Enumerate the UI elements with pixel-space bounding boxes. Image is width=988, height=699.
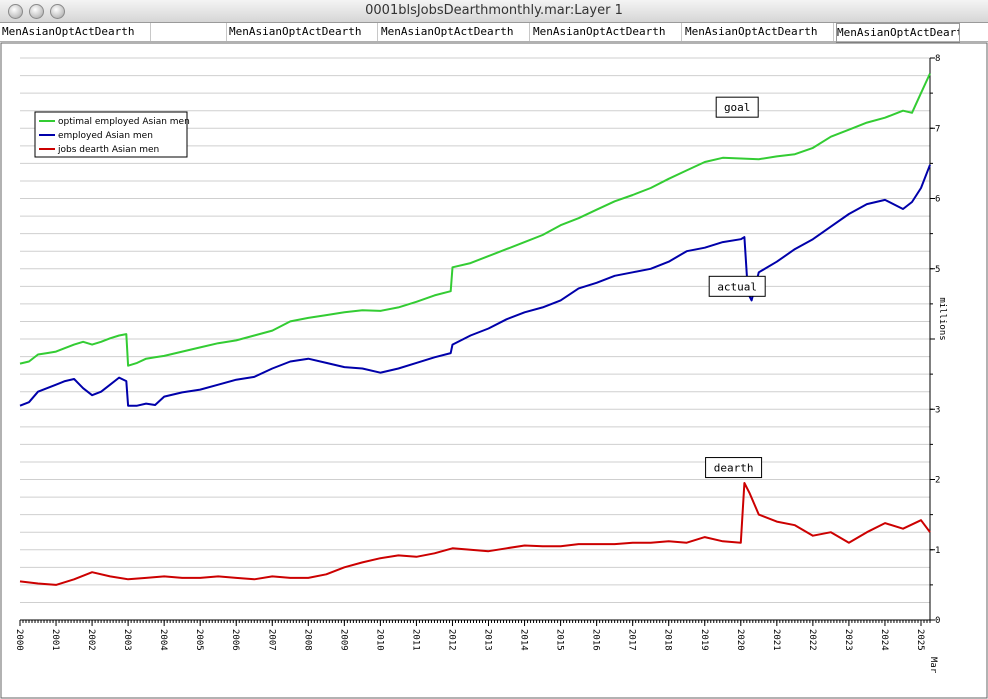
- series-tab-bar: MenAsianOptActDearth MenAsianOptActDeart…: [0, 23, 988, 43]
- series-tab-1[interactable]: MenAsianOptActDearth: [2, 23, 151, 41]
- y-axis: 0 1 2 3 5 6 7 8: [929, 54, 940, 626]
- x-tick-label: 2007: [266, 629, 276, 651]
- x-tick-label: 2011: [410, 629, 420, 651]
- legend: optimal employed Asian men employed Asian…: [34, 111, 190, 158]
- close-window-button[interactable]: [8, 4, 23, 19]
- legend-entry: optimal employed Asian men: [58, 117, 190, 127]
- x-tick-label: 2004: [158, 629, 168, 651]
- annotations: goal actual dearth: [705, 96, 766, 479]
- annotation-label: goal: [724, 101, 751, 114]
- series-tab-6[interactable]: MenAsianOptActDearth: [685, 23, 834, 41]
- series-tab-3[interactable]: MenAsianOptActDearth: [229, 23, 378, 41]
- x-tick-label: 2000: [14, 629, 24, 651]
- x-tick-label: 2012: [446, 629, 456, 651]
- y-tick-label: 8: [935, 54, 940, 64]
- legend-entry: jobs dearth Asian men: [57, 145, 159, 155]
- x-tick-label: 2003: [122, 629, 132, 651]
- legend-box: [34, 111, 188, 158]
- annotation-box: [705, 457, 763, 479]
- x-tick-label: 2006: [230, 629, 240, 651]
- x-tick-label: 2022: [807, 629, 817, 651]
- series-tab-4[interactable]: MenAsianOptActDearth: [381, 23, 530, 41]
- annotation-label: actual: [717, 280, 757, 293]
- annotation-label: dearth: [714, 462, 754, 475]
- y-tick-label: 3: [935, 405, 940, 415]
- x-tick-label: 2005: [194, 629, 204, 651]
- minimize-window-button[interactable]: [29, 4, 44, 19]
- y-tick-label: 7: [935, 124, 940, 134]
- x-axis: 2000 2001 2002 2003 2004 2005 2006 2007 2008 2009…: [14, 619, 931, 651]
- x-tick-label: 2020: [735, 629, 745, 651]
- x-tick-label: 2016: [591, 629, 601, 651]
- x-tick-label: 2023: [843, 629, 853, 651]
- y-axis-label: millions: [937, 297, 947, 340]
- x-tick-label: 2014: [519, 629, 529, 651]
- x-tick-label: 2017: [627, 629, 637, 651]
- y-tick-label: 2: [935, 476, 940, 486]
- x-tick-label: 2002: [86, 629, 96, 651]
- x-tick-label: 2025: [915, 629, 925, 651]
- legend-entry: employed Asian men: [58, 131, 153, 141]
- x-tick-label: 2015: [555, 629, 565, 651]
- annotation-box: [715, 96, 759, 118]
- x-tick-label: 2010: [374, 629, 384, 651]
- series-line-2: [19, 164, 931, 407]
- x-tick-label: 2013: [483, 629, 493, 651]
- window-titlebar: 0001blsJobsDearthmonthly.mar:Layer 1: [0, 0, 988, 23]
- x-tick-label: 2019: [699, 629, 709, 651]
- series-line-3: [19, 482, 931, 586]
- x-tick-label: 2009: [338, 629, 348, 651]
- x-axis-end-label: Mar: [928, 657, 938, 674]
- x-tick-label: 2008: [302, 629, 312, 651]
- y-tick-label: 1: [935, 546, 940, 556]
- y-tick-label: 5: [935, 265, 940, 275]
- x-tick-label: 2021: [771, 629, 781, 651]
- window-title: 0001blsJobsDearthmonthly.mar:Layer 1: [365, 3, 623, 18]
- series-line-1: [19, 73, 931, 367]
- series-tab-5[interactable]: MenAsianOptActDearth: [533, 23, 682, 41]
- series-lines: [19, 73, 931, 586]
- y-tick-label: 6: [935, 195, 940, 205]
- x-tick-label: 2001: [50, 629, 60, 651]
- x-tick-label: 2018: [663, 629, 673, 651]
- annotation-box: [708, 275, 766, 297]
- x-tick-label: 2024: [879, 629, 889, 651]
- y-tick-label: 0: [935, 616, 940, 626]
- series-tab-7[interactable]: MenAsianOptActDearth: [836, 23, 960, 43]
- series-tab-2[interactable]: [152, 23, 227, 41]
- zoom-window-button[interactable]: [50, 4, 65, 19]
